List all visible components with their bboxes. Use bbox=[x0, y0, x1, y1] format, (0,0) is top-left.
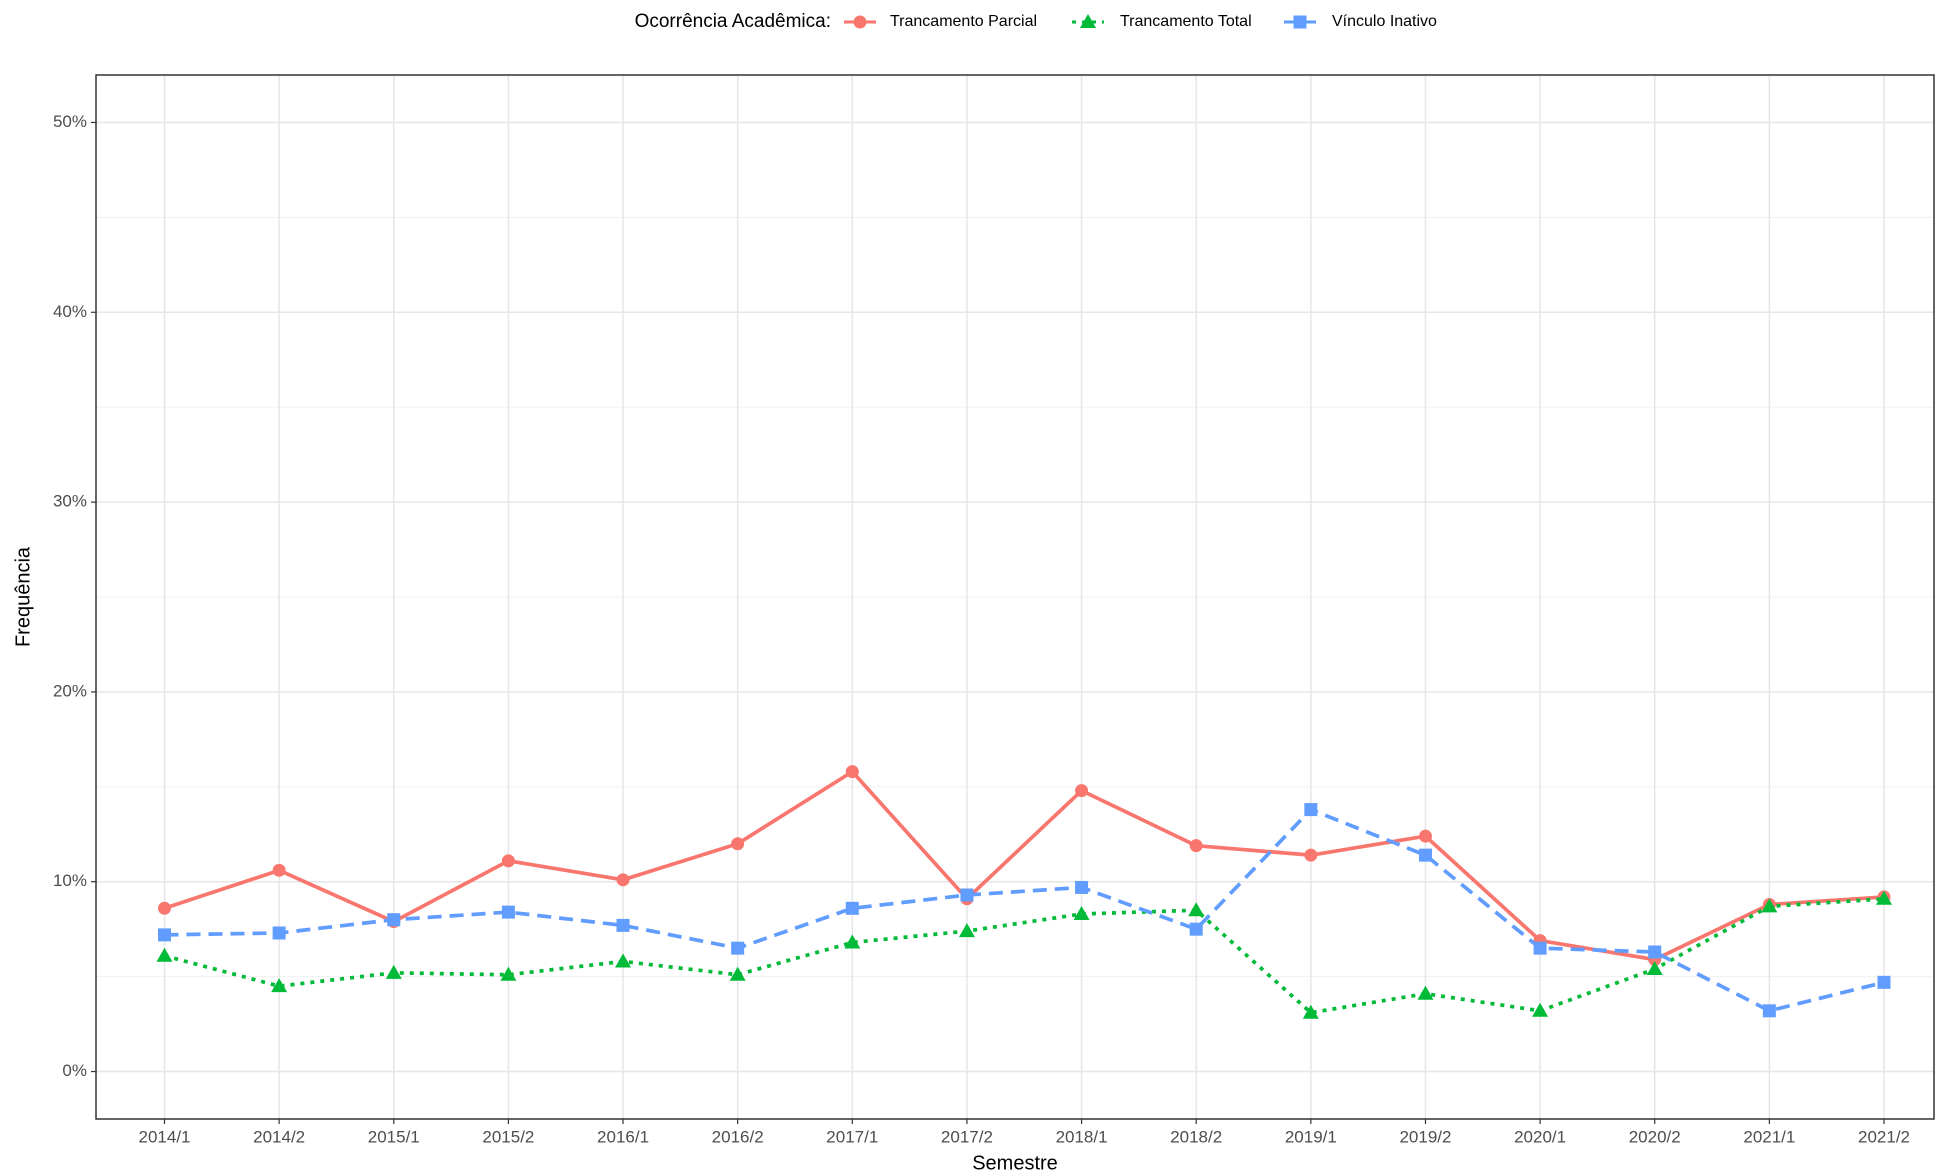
point bbox=[272, 926, 286, 940]
series-line bbox=[164, 896, 1885, 1015]
legend-label: Trancamento Parcial bbox=[890, 13, 1037, 30]
point bbox=[1304, 848, 1318, 862]
point bbox=[501, 854, 515, 868]
x-tick-label: 2017/2 bbox=[941, 1127, 993, 1146]
x-tick-label: 2019/2 bbox=[1399, 1127, 1451, 1146]
point bbox=[158, 928, 171, 942]
point bbox=[1418, 829, 1432, 843]
x-tick-label: 2020/2 bbox=[1629, 1127, 1681, 1146]
point bbox=[616, 918, 630, 932]
point bbox=[1302, 1004, 1319, 1019]
legend-label: Trancamento Total bbox=[1120, 13, 1252, 30]
point bbox=[272, 863, 286, 877]
x-tick-label: 2018/1 bbox=[1056, 1127, 1108, 1146]
point bbox=[1762, 1004, 1776, 1018]
y-tick-label: 50% bbox=[53, 112, 87, 131]
point bbox=[1075, 784, 1089, 798]
legend-label: Vínculo Inativo bbox=[1332, 13, 1437, 30]
point bbox=[387, 913, 401, 927]
legend-title: Ocorrência Acadêmica: bbox=[635, 11, 831, 32]
legend-marker bbox=[853, 15, 867, 29]
point bbox=[1418, 848, 1432, 862]
point bbox=[729, 966, 746, 981]
y-tick-label: 20% bbox=[53, 681, 87, 700]
x-tick-label: 2017/1 bbox=[826, 1127, 878, 1146]
point bbox=[616, 873, 630, 887]
x-tick-label: 2015/2 bbox=[482, 1127, 534, 1146]
point bbox=[1189, 922, 1203, 936]
point bbox=[960, 888, 974, 902]
point bbox=[271, 978, 288, 993]
point bbox=[1189, 839, 1203, 853]
point bbox=[845, 901, 859, 915]
y-tick-label: 0% bbox=[62, 1061, 87, 1080]
y-tick-label: 40% bbox=[53, 302, 87, 321]
point bbox=[500, 966, 517, 981]
point bbox=[158, 901, 171, 915]
point bbox=[501, 905, 515, 919]
point bbox=[1073, 905, 1090, 920]
x-tick-label: 2020/1 bbox=[1514, 1127, 1566, 1146]
point bbox=[1646, 961, 1663, 976]
point bbox=[1417, 985, 1434, 1000]
point bbox=[731, 941, 745, 955]
series-line bbox=[163, 769, 1885, 962]
series-line bbox=[164, 807, 1885, 1013]
legend-marker bbox=[1293, 15, 1307, 29]
x-tick-label: 2021/2 bbox=[1858, 1127, 1910, 1146]
point bbox=[156, 947, 173, 962]
point bbox=[1075, 880, 1089, 894]
point bbox=[844, 934, 861, 949]
x-tick-label: 2014/1 bbox=[139, 1127, 191, 1146]
point bbox=[958, 923, 975, 938]
point bbox=[615, 953, 632, 968]
point bbox=[1761, 898, 1778, 913]
x-tick-label: 2016/2 bbox=[712, 1127, 764, 1146]
y-tick-label: 10% bbox=[53, 871, 87, 890]
legend-marker bbox=[1080, 14, 1096, 28]
x-tick-label: 2015/1 bbox=[368, 1127, 420, 1146]
y-tick-label: 30% bbox=[53, 492, 87, 511]
point bbox=[1532, 1002, 1549, 1017]
y-axis-title: Frequência bbox=[12, 546, 34, 647]
plot-border bbox=[95, 74, 1935, 1120]
point bbox=[845, 765, 859, 779]
point bbox=[1188, 902, 1205, 917]
point bbox=[1877, 975, 1891, 989]
x-tick-label: 2021/1 bbox=[1743, 1127, 1795, 1146]
point bbox=[385, 964, 402, 979]
x-axis-title: Semestre bbox=[972, 1152, 1058, 1174]
point bbox=[1876, 890, 1892, 905]
x-tick-label: 2018/2 bbox=[1170, 1127, 1222, 1146]
x-tick-label: 2014/2 bbox=[253, 1127, 305, 1146]
point bbox=[731, 837, 745, 851]
x-tick-label: 2016/1 bbox=[597, 1127, 649, 1146]
x-tick-label: 2019/1 bbox=[1285, 1127, 1337, 1146]
point bbox=[1304, 803, 1318, 817]
point bbox=[1533, 941, 1547, 955]
point bbox=[1648, 945, 1662, 959]
